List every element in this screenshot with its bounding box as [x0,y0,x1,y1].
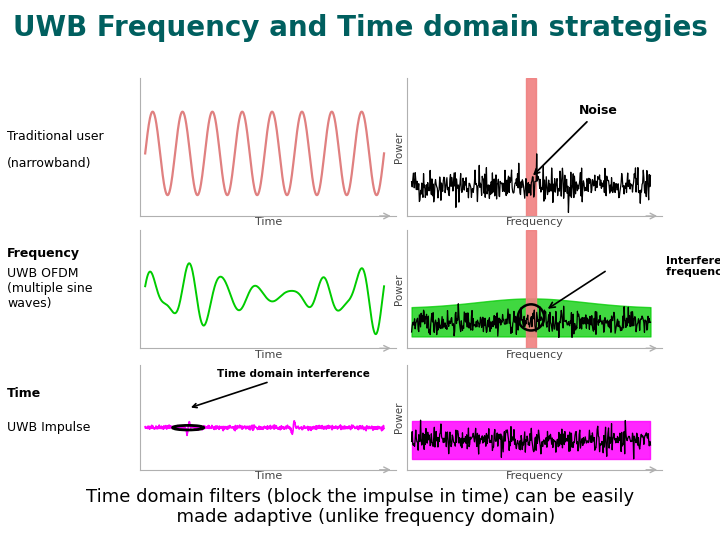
Text: Interference in
frequency domain: Interference in frequency domain [666,255,720,277]
Y-axis label: Power: Power [394,273,404,305]
Text: Traditional user: Traditional user [7,130,104,143]
Text: UWB Frequency and Time domain strategies: UWB Frequency and Time domain strategies [12,14,708,42]
Bar [526,78,536,216]
Text: Time domain interference: Time domain interference [192,369,369,408]
X-axis label: Frequency: Frequency [505,218,564,227]
Text: (narrowband): (narrowband) [7,157,91,170]
X-axis label: Frequency: Frequency [505,350,564,360]
Text: Time domain filters (block the impulse in time) can be easily
  made adaptive (u: Time domain filters (block the impulse i… [86,488,634,526]
Y-axis label: Power: Power [394,401,404,433]
Text: Time: Time [7,388,42,401]
Text: UWB OFDM
(multiple sine
waves): UWB OFDM (multiple sine waves) [7,267,93,310]
X-axis label: Time: Time [255,471,282,481]
X-axis label: Time: Time [255,218,282,227]
Y-axis label: Power: Power [394,131,404,163]
X-axis label: Time: Time [255,350,282,360]
Text: Noise: Noise [534,104,618,174]
X-axis label: Frequency: Frequency [505,471,564,481]
Text: Frequency: Frequency [7,247,80,260]
Text: UWB Impulse: UWB Impulse [7,421,91,434]
Bar [526,230,536,348]
